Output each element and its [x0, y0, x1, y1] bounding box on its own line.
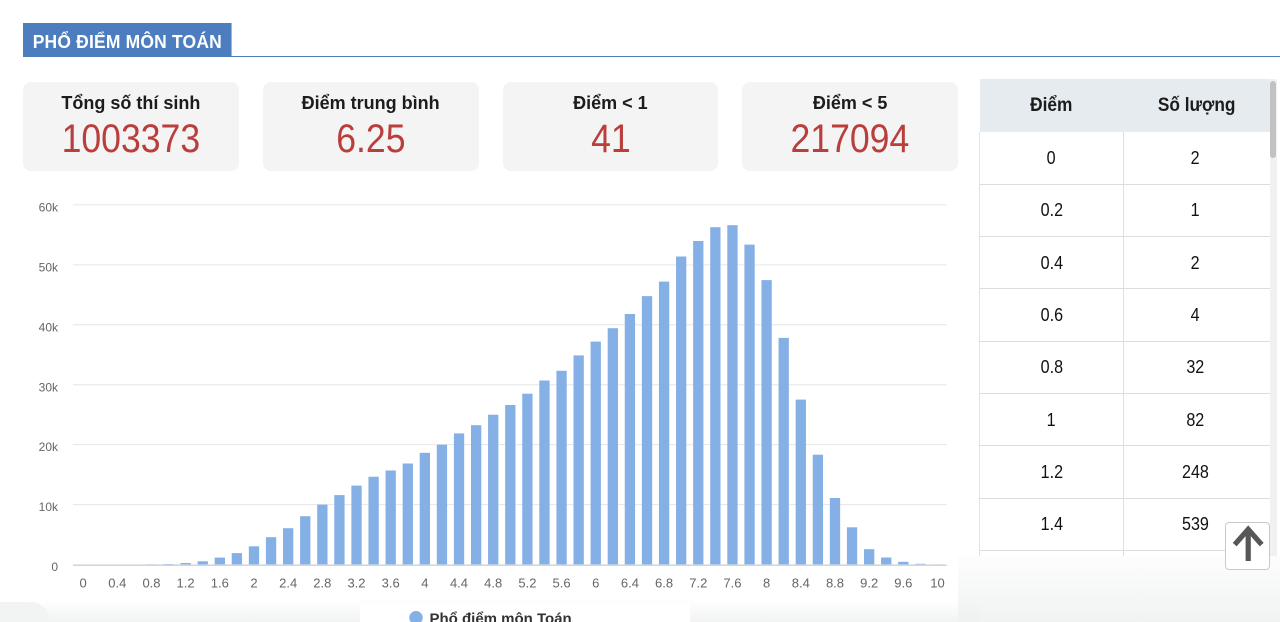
- svg-text:40k: 40k: [39, 320, 59, 334]
- svg-text:7.6: 7.6: [723, 575, 741, 590]
- svg-text:4.4: 4.4: [450, 575, 468, 590]
- svg-text:1.6: 1.6: [211, 575, 229, 590]
- svg-text:0.4: 0.4: [108, 575, 126, 590]
- svg-text:8: 8: [763, 575, 770, 590]
- svg-text:0: 0: [79, 575, 86, 590]
- svg-text:8.8: 8.8: [826, 575, 844, 590]
- svg-text:10k: 10k: [39, 500, 59, 514]
- svg-text:0: 0: [51, 560, 58, 574]
- svg-text:50k: 50k: [39, 261, 59, 275]
- svg-text:7.2: 7.2: [689, 575, 707, 590]
- svg-text:6.8: 6.8: [655, 575, 673, 590]
- svg-text:10: 10: [930, 575, 944, 590]
- svg-text:2: 2: [250, 575, 257, 590]
- svg-text:30k: 30k: [39, 380, 59, 394]
- svg-text:3.2: 3.2: [347, 575, 365, 590]
- svg-text:2.8: 2.8: [313, 575, 331, 590]
- svg-text:8.4: 8.4: [792, 575, 810, 590]
- svg-text:Phổ điểm môn Toán: Phổ điểm môn Toán: [430, 610, 572, 622]
- svg-text:1.2: 1.2: [177, 575, 195, 590]
- svg-text:9.6: 9.6: [894, 575, 912, 590]
- svg-text:2.4: 2.4: [279, 575, 297, 590]
- svg-text:5.2: 5.2: [518, 575, 536, 590]
- svg-text:6.4: 6.4: [621, 575, 639, 590]
- svg-text:3.6: 3.6: [382, 575, 400, 590]
- svg-text:4.8: 4.8: [484, 575, 502, 590]
- svg-text:0.8: 0.8: [142, 575, 160, 590]
- svg-text:5.6: 5.6: [553, 575, 571, 590]
- svg-text:9.2: 9.2: [860, 575, 878, 590]
- svg-text:60k: 60k: [39, 201, 59, 215]
- svg-text:4: 4: [421, 575, 428, 590]
- svg-text:20k: 20k: [39, 440, 59, 454]
- svg-text:6: 6: [592, 575, 599, 590]
